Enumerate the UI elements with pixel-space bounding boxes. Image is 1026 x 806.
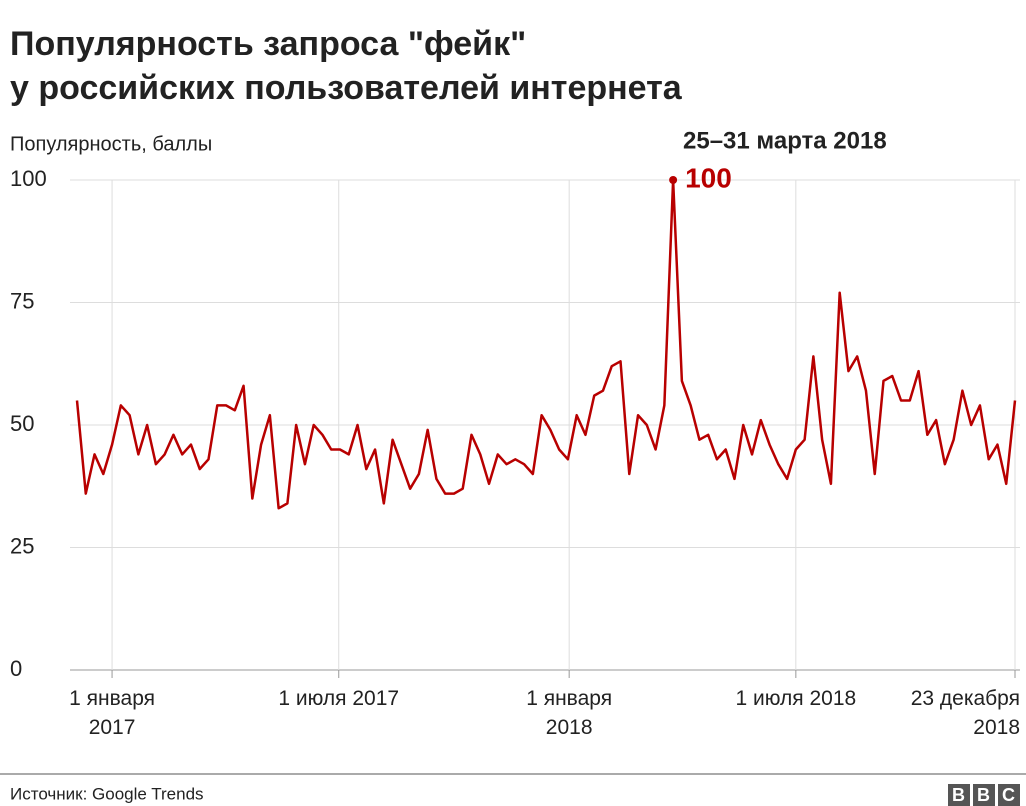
y-axis-label: Популярность, баллы <box>10 133 212 155</box>
peak-dot <box>669 176 678 184</box>
source: Источник: Google Trends <box>10 784 204 803</box>
x-tick-label: 1 января 2018 <box>526 687 613 739</box>
y-tick-label: 0 <box>10 656 22 681</box>
logo-box <box>948 784 970 806</box>
logo-box <box>973 784 995 806</box>
y-tick-label: 50 <box>10 411 34 436</box>
x-tick-label: 1 июля 2017 <box>278 687 400 710</box>
line <box>75 178 1017 510</box>
chart-title: Популярность запроса "фейк" <box>10 25 526 63</box>
logo-box <box>998 784 1020 806</box>
annotation: 25–31 марта 2018 <box>683 127 887 154</box>
peak-label: 100 <box>685 162 732 193</box>
x-tick-label: 1 января 2017 <box>69 687 156 739</box>
y-tick-label: 75 <box>10 288 34 313</box>
y-tick-label: 25 <box>10 533 34 558</box>
logo: BBC <box>952 785 1026 805</box>
x-tick-label: 1 июля 2018 <box>735 687 857 710</box>
x-tick-label: 23 декабря 2018 <box>910 687 1020 739</box>
y-tick-label: 100 <box>10 166 47 191</box>
chart-subtitle: у российских пользователей интернета <box>10 69 683 107</box>
